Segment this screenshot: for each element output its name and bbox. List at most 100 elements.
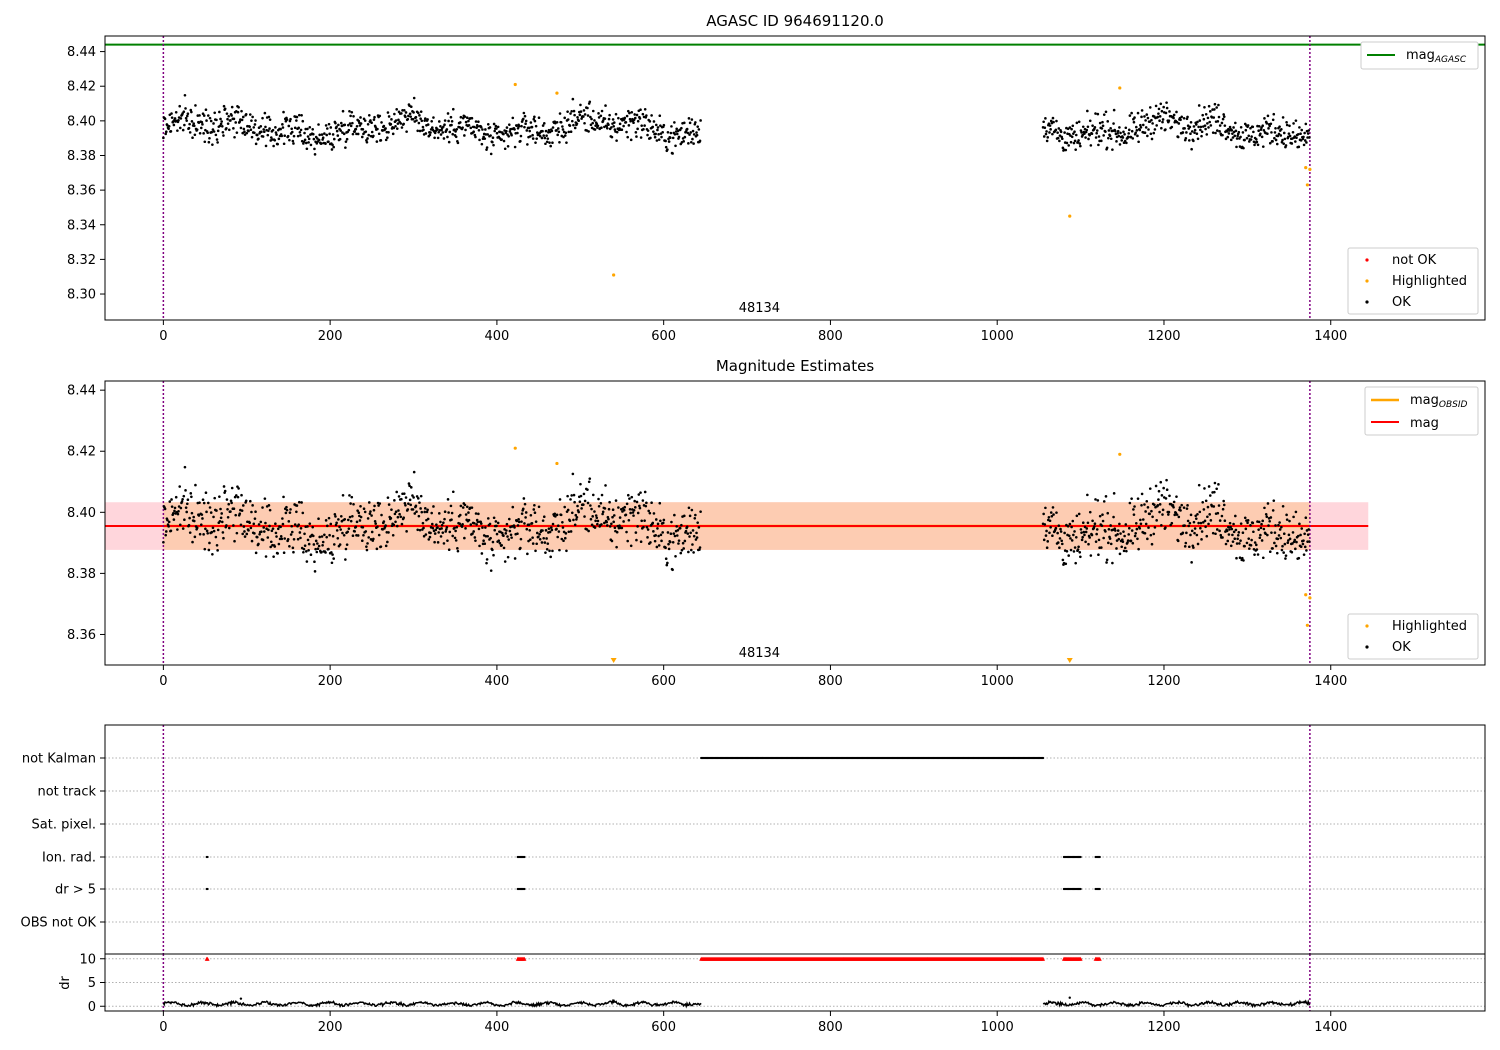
agasc-ok-point: [646, 129, 650, 132]
estimates-ok-point: [671, 568, 674, 572]
estimates-ok-point: [303, 532, 306, 536]
agasc-ok-point: [1155, 124, 1158, 127]
estimates-ok-point: [580, 507, 583, 510]
estimates-ok-point: [596, 522, 599, 526]
agasc-ok-point: [199, 126, 203, 130]
estimates-ok-point: [1082, 530, 1086, 534]
estimates-ok-point: [1080, 538, 1084, 542]
agasc-ok-point: [1079, 144, 1082, 148]
estimates-ok-point: [533, 511, 537, 514]
estimates-ok-point: [404, 503, 407, 507]
estimates-ok-point: [441, 531, 445, 534]
agasc-ok-point: [263, 111, 267, 115]
agasc-ok-point: [485, 146, 489, 149]
agasc-ok-point: [648, 120, 652, 123]
agasc-ok-point: [274, 126, 277, 129]
agasc-ok-point: [695, 133, 699, 137]
agasc-ok-point: [1273, 136, 1276, 140]
estimates-ok-point: [1220, 514, 1224, 518]
agasc-ok-point: [355, 124, 359, 128]
estimates-ok-point: [1280, 525, 1283, 529]
agasc-ok-point: [505, 129, 508, 133]
agasc-ok-point: [248, 113, 252, 116]
agasc-ok-point: [1272, 112, 1276, 116]
estimates-ok-point: [1251, 521, 1255, 525]
estimates-ok-point: [540, 541, 544, 544]
estimates-ok-point: [214, 535, 218, 539]
estimates-ok-point: [553, 512, 557, 516]
agasc-ok-point: [348, 122, 352, 125]
estimates-ok-point: [351, 534, 355, 538]
agasc-ok-point: [351, 132, 355, 136]
estimates-ok-point: [569, 498, 572, 501]
estimates-ok-point: [1045, 529, 1048, 533]
agasc-ok-point: [1096, 112, 1100, 116]
agasc-ok-point: [597, 112, 600, 115]
agasc-ok-point: [194, 104, 197, 107]
estimates-ok-point: [529, 513, 533, 517]
estimates-ok-point: [1060, 539, 1064, 543]
estimates-ok-point: [439, 520, 442, 524]
estimates-ok-point: [382, 520, 386, 523]
agasc-ok-point: [654, 123, 658, 127]
estimates-ok-point: [612, 520, 615, 524]
estimates-ok-point: [563, 536, 567, 540]
agasc-ok-point: [356, 132, 360, 136]
estimates-ok-point: [618, 524, 621, 528]
estimates-ok-point: [1194, 514, 1198, 518]
agasc-ok-point: [691, 129, 695, 133]
estimates-ok-point: [643, 519, 646, 522]
estimates-ok-point: [1081, 535, 1084, 539]
estimates-ok-point: [1133, 534, 1137, 538]
agasc-ok-point: [1158, 115, 1162, 118]
agasc-ok-point: [1200, 134, 1203, 138]
estimates-ok-point: [612, 514, 616, 517]
agasc-ok-point: [1244, 128, 1248, 132]
agasc-ok-point: [1254, 137, 1258, 141]
estimates-ok-point: [1047, 515, 1051, 519]
estimates-ok-point: [1203, 487, 1206, 490]
agasc-ok-point: [513, 128, 516, 131]
estimates-ok-point: [491, 540, 495, 544]
agasc-xtick-label: 0: [159, 329, 167, 344]
estimates-ok-point: [163, 507, 167, 511]
agasc-ok-point: [522, 111, 526, 115]
agasc-ok-point: [461, 116, 465, 120]
estimates-ok-point: [317, 544, 321, 548]
estimates-ok-point: [535, 542, 538, 546]
agasc-ok-point: [1162, 105, 1165, 109]
estimates-ok-point: [1221, 536, 1224, 539]
estimates-ok-point: [211, 526, 215, 530]
agasc-ok-point: [1256, 143, 1260, 147]
agasc-ok-point: [226, 117, 229, 121]
estimates-ok-point: [179, 506, 183, 510]
agasc-ok-point: [230, 105, 234, 109]
estimates-ok-point: [373, 504, 376, 508]
estimates-ok-point: [250, 510, 253, 514]
agasc-ok-point: [1197, 125, 1200, 129]
estimates-ok-point: [242, 525, 246, 528]
agasc-ok-point: [373, 115, 376, 119]
estimates-ok-point: [169, 529, 173, 533]
estimates-ok-point: [1203, 519, 1207, 523]
agasc-ok-point: [1043, 126, 1047, 129]
agasc-ok-point: [1221, 133, 1224, 137]
agasc-ok-point: [652, 130, 655, 133]
agasc-ok-point: [492, 143, 495, 147]
agasc-ok-point: [1137, 140, 1140, 144]
agasc-ok-point: [1139, 126, 1143, 129]
agasc-ok-point: [1084, 136, 1087, 139]
estimates-ok-point: [311, 534, 315, 538]
estimates-ok-point: [249, 526, 253, 530]
estimates-ok-point: [561, 526, 565, 529]
agasc-ok-point: [1105, 146, 1109, 150]
estimates-ok-point: [183, 465, 187, 469]
agasc-ok-point: [551, 141, 554, 145]
estimates-ok-point: [668, 540, 672, 544]
agasc-ok-point: [654, 132, 657, 136]
estimates-ok-point: [1274, 524, 1277, 527]
estimates-ok-point: [513, 526, 516, 529]
estimates-ok-point: [1287, 539, 1290, 542]
agasc-ok-point: [367, 133, 370, 137]
estimates-ok-point: [346, 530, 349, 534]
